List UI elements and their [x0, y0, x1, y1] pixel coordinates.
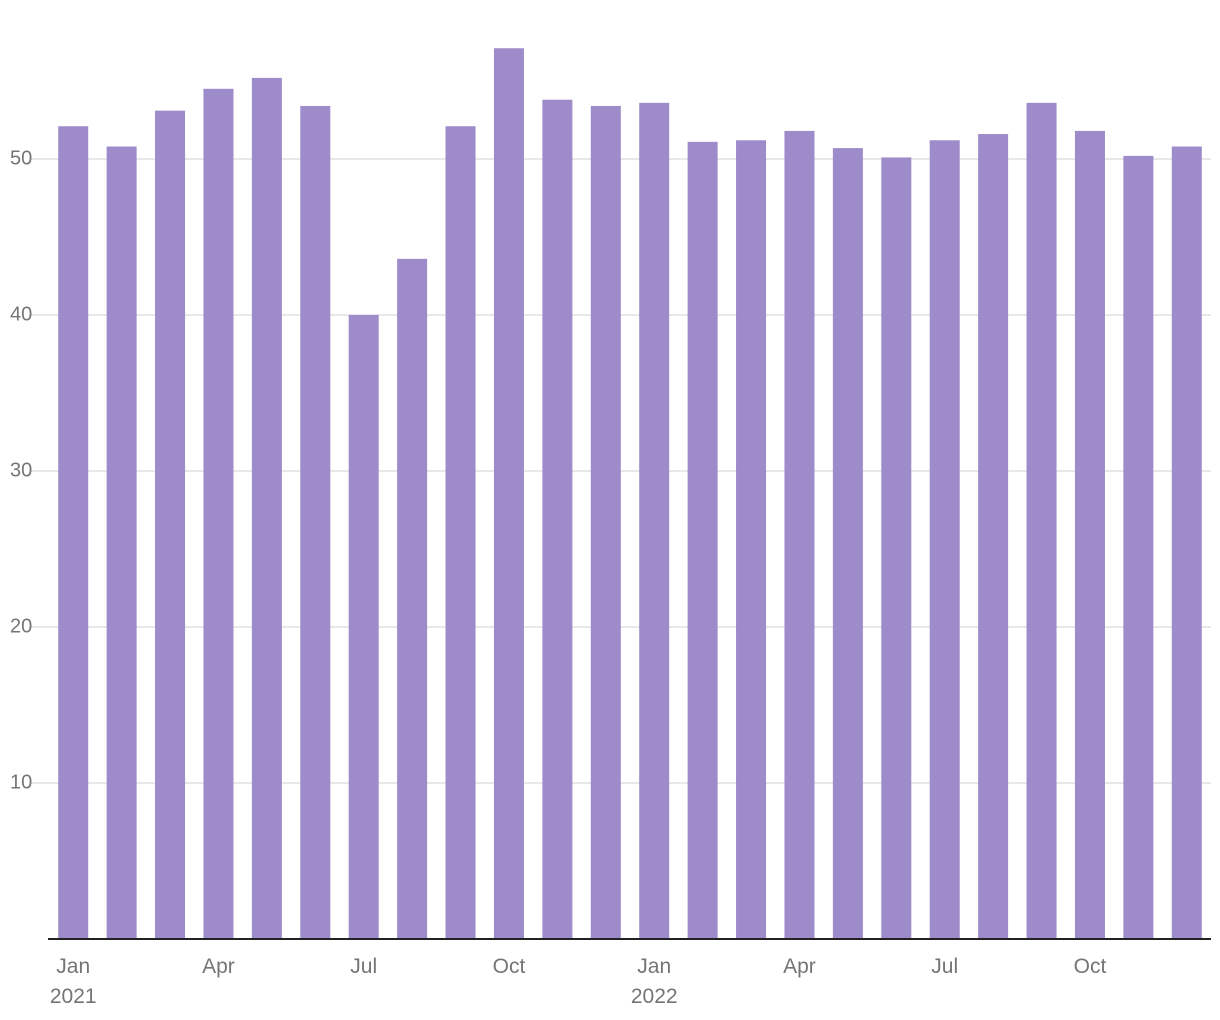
bar: [639, 102, 670, 940]
bar: [784, 130, 815, 940]
bar: [251, 77, 282, 939]
x-tick-label: Apr: [202, 955, 235, 978]
bar: [1074, 130, 1105, 940]
bar: [881, 157, 912, 939]
bar: [832, 148, 863, 939]
y-tick-label: 30: [10, 459, 32, 481]
bar: [58, 126, 89, 940]
y-tick-label: 10: [10, 771, 32, 793]
bar: [348, 315, 379, 939]
y-tick-label: 20: [10, 615, 32, 637]
bar: [929, 140, 960, 939]
bar: [300, 105, 331, 939]
bar: [106, 146, 137, 939]
x-tick-label: Oct: [492, 955, 526, 978]
bar: [493, 48, 524, 940]
x-tick-label: Jul: [350, 955, 378, 978]
x-tick-label: Jan 2021: [49, 955, 97, 1008]
bar: [155, 110, 186, 939]
bar: [1123, 155, 1154, 939]
bar: [978, 134, 1009, 940]
bar: [736, 140, 767, 939]
bar: [445, 126, 476, 940]
bar: [203, 88, 234, 940]
x-tick-label: Jul: [931, 955, 959, 978]
bar: [1026, 102, 1057, 940]
x-tick-label: Jan 2022: [630, 955, 678, 1008]
bar: [1171, 146, 1202, 939]
bar: [397, 258, 428, 940]
y-tick-label: 40: [10, 303, 32, 325]
bar: [590, 105, 621, 939]
bar: [542, 99, 573, 940]
x-tick-label: Apr: [783, 955, 816, 978]
y-tick-label: 50: [10, 147, 32, 169]
x-tick-label: Oct: [1073, 955, 1107, 978]
bar: [687, 141, 718, 940]
